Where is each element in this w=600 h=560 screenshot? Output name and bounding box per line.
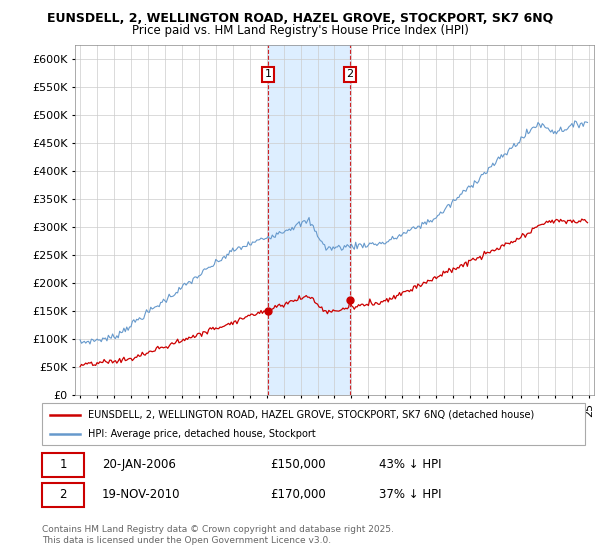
Text: HPI: Average price, detached house, Stockport: HPI: Average price, detached house, Stoc…	[88, 429, 316, 439]
Text: 19-NOV-2010: 19-NOV-2010	[102, 488, 180, 501]
Text: 1: 1	[265, 69, 272, 80]
Text: 20-JAN-2006: 20-JAN-2006	[102, 459, 176, 472]
Text: 2: 2	[59, 488, 67, 501]
Text: £170,000: £170,000	[270, 488, 326, 501]
Text: £150,000: £150,000	[270, 459, 326, 472]
FancyBboxPatch shape	[42, 403, 585, 445]
Bar	[268, 45, 350, 395]
Text: 2: 2	[346, 69, 353, 80]
Text: EUNSDELL, 2, WELLINGTON ROAD, HAZEL GROVE, STOCKPORT, SK7 6NQ (detached house): EUNSDELL, 2, WELLINGTON ROAD, HAZEL GROV…	[88, 409, 535, 419]
Text: Contains HM Land Registry data © Crown copyright and database right 2025.
This d: Contains HM Land Registry data © Crown c…	[42, 525, 394, 545]
FancyBboxPatch shape	[42, 453, 85, 477]
Text: 37% ↓ HPI: 37% ↓ HPI	[379, 488, 441, 501]
Text: EUNSDELL, 2, WELLINGTON ROAD, HAZEL GROVE, STOCKPORT, SK7 6NQ: EUNSDELL, 2, WELLINGTON ROAD, HAZEL GROV…	[47, 12, 553, 25]
Text: Price paid vs. HM Land Registry's House Price Index (HPI): Price paid vs. HM Land Registry's House …	[131, 24, 469, 36]
Text: 1: 1	[59, 459, 67, 472]
FancyBboxPatch shape	[42, 483, 85, 507]
Text: 43% ↓ HPI: 43% ↓ HPI	[379, 459, 441, 472]
